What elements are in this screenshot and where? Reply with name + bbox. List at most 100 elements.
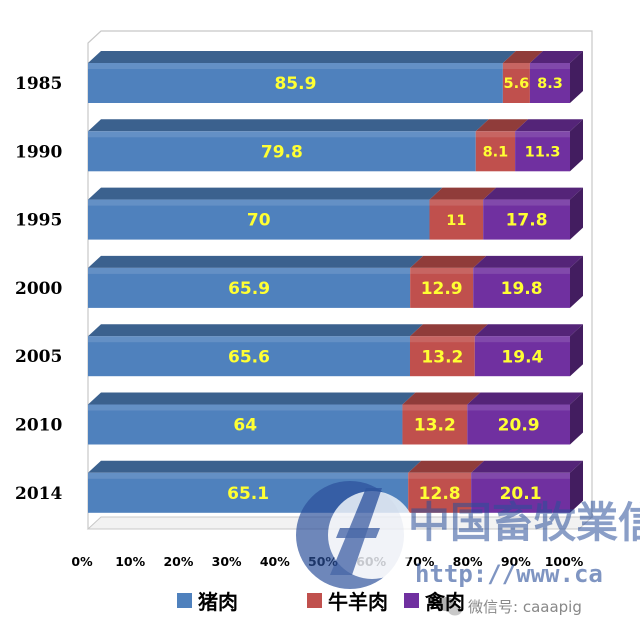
bar-2005-猪肉 <box>88 336 410 377</box>
bar-top-1985-1 <box>502 51 543 63</box>
data-label-2000-0: 65.9 <box>228 279 270 299</box>
bar-highlight-1985-0 <box>88 63 503 69</box>
bar-top-2000-0 <box>88 255 424 268</box>
wechat-icon <box>437 597 462 616</box>
bar-1990-禽肉 <box>515 131 570 172</box>
bar-highlight-2014-2 <box>471 472 570 479</box>
bar-highlight-1985-2 <box>529 63 570 69</box>
bar-top-2010-0 <box>88 392 416 405</box>
bar-2010-猪肉 <box>88 404 403 445</box>
bar-1995-猪肉 <box>88 199 430 240</box>
data-label-1995-0: 70 <box>247 211 271 231</box>
watermark: 中国畜牧業信 http://www.ca 微信号: caaapig <box>296 481 640 616</box>
bar-top-2000-1 <box>410 255 487 268</box>
bar-highlight-1990-0 <box>88 131 476 138</box>
bar-2014-禽肉 <box>471 472 570 513</box>
bar-side-2005 <box>570 324 583 377</box>
bar-1990-猪肉 <box>88 131 476 172</box>
legend: 猪肉 牛羊肉 禽肉 <box>177 590 465 614</box>
watermark-logo <box>296 481 416 589</box>
y-label-2005: 2005 <box>15 347 62 367</box>
bar-top-2000-2 <box>473 255 583 268</box>
bar-top-2014-0 <box>88 460 422 473</box>
watermark-org-name: 中国畜牧業信 <box>408 498 640 547</box>
y-label-1985: 1985 <box>15 74 62 94</box>
bar-top-1995-1 <box>429 187 497 200</box>
data-label-2005-2: 19.4 <box>501 347 543 367</box>
y-label-2010: 2010 <box>15 416 62 436</box>
data-label-2000-1: 12.9 <box>421 279 463 299</box>
bar-highlight-1995-0 <box>88 199 430 206</box>
bar-top-2014-1 <box>408 460 485 473</box>
data-label-2010-2: 20.9 <box>498 416 540 436</box>
data-label-2014-2: 20.1 <box>500 484 542 504</box>
bar-highlight-2000-0 <box>88 267 411 274</box>
bar-top-2010-1 <box>402 392 481 405</box>
bar-top-2005-0 <box>88 324 423 337</box>
bars <box>88 51 583 513</box>
bar-highlight-2005-1 <box>409 336 475 343</box>
bar-1985-猪肉 <box>88 63 503 103</box>
bar-side-2000 <box>570 255 583 308</box>
bar-highlight-2014-0 <box>88 472 409 479</box>
bar-top-1985-0 <box>88 51 516 63</box>
bar-top-2010-2 <box>467 392 583 405</box>
y-label-2000: 2000 <box>15 279 62 299</box>
data-label-2014-0: 65.1 <box>227 484 269 504</box>
bar-highlight-2010-0 <box>88 404 403 411</box>
bar-highlight-1985-1 <box>502 63 530 69</box>
x-tick-100: 100% <box>545 554 584 569</box>
bar-side-2010 <box>570 392 583 445</box>
data-label-2014-1: 12.8 <box>419 484 461 504</box>
bar-2005-禽肉 <box>474 336 570 377</box>
data-label-1985-1: 5.6 <box>504 76 530 92</box>
bar-1985-禽肉 <box>529 63 570 103</box>
bar-1990-牛羊肉 <box>475 131 516 172</box>
data-label-2005-0: 65.6 <box>228 347 270 367</box>
bar-highlight-1995-1 <box>429 199 484 206</box>
bar-top-1990-2 <box>515 119 583 132</box>
legend-swatch-2 <box>404 593 419 608</box>
bar-top-2005-2 <box>474 324 583 337</box>
data-label-2010-1: 13.2 <box>414 416 456 436</box>
y-label-2014: 2014 <box>15 484 62 504</box>
bar-highlight-2005-0 <box>88 336 410 343</box>
bar-1985-牛羊肉 <box>502 63 530 103</box>
bar-side-1990 <box>570 119 583 172</box>
watermark-wechat: 微信号: caaapig <box>468 598 582 616</box>
bar-highlight-2010-2 <box>467 404 570 411</box>
bar-highlight-1995-2 <box>483 199 570 206</box>
y-label-1995: 1995 <box>15 211 62 231</box>
data-label-1985-0: 85.9 <box>274 74 316 94</box>
data-label-1990-0: 79.8 <box>261 142 303 162</box>
watermark-url: http://www.ca <box>415 560 603 588</box>
data-label-1995-1: 11 <box>446 213 466 229</box>
data-label-1985-2: 8.3 <box>537 76 563 92</box>
bar-2010-禽肉 <box>467 404 570 445</box>
x-tick-0: 0% <box>71 554 93 569</box>
x-tick-30: 30% <box>212 554 242 569</box>
bar-top-1985-2 <box>529 51 583 63</box>
bar-top-1990-0 <box>88 119 489 132</box>
legend-swatch-0 <box>177 593 192 608</box>
bar-side-1995 <box>570 187 583 240</box>
x-tick-20: 20% <box>163 554 193 569</box>
y-axis-labels: 1985 1990 1995 2000 2005 2010 2014 <box>15 74 62 504</box>
bar-2014-牛羊肉 <box>408 472 472 513</box>
bar-2000-牛羊肉 <box>410 267 474 308</box>
bar-highlight-2005-2 <box>474 336 570 343</box>
data-label-2010-0: 64 <box>233 416 257 436</box>
bar-top-1995-0 <box>88 187 443 200</box>
bar-side-1985 <box>570 51 583 103</box>
legend-label-2: 禽肉 <box>424 590 465 614</box>
bar-2010-牛羊肉 <box>402 404 468 445</box>
x-tick-70: 70% <box>404 554 434 569</box>
bar-1995-禽肉 <box>483 199 570 240</box>
data-label-1990-1: 8.1 <box>483 145 509 161</box>
bar-side-2014 <box>570 460 583 513</box>
bar-top-2014-2 <box>471 460 583 473</box>
bar-2005-牛羊肉 <box>409 336 475 377</box>
bar-highlight-2000-2 <box>473 267 570 274</box>
data-label-2000-2: 19.8 <box>501 279 543 299</box>
